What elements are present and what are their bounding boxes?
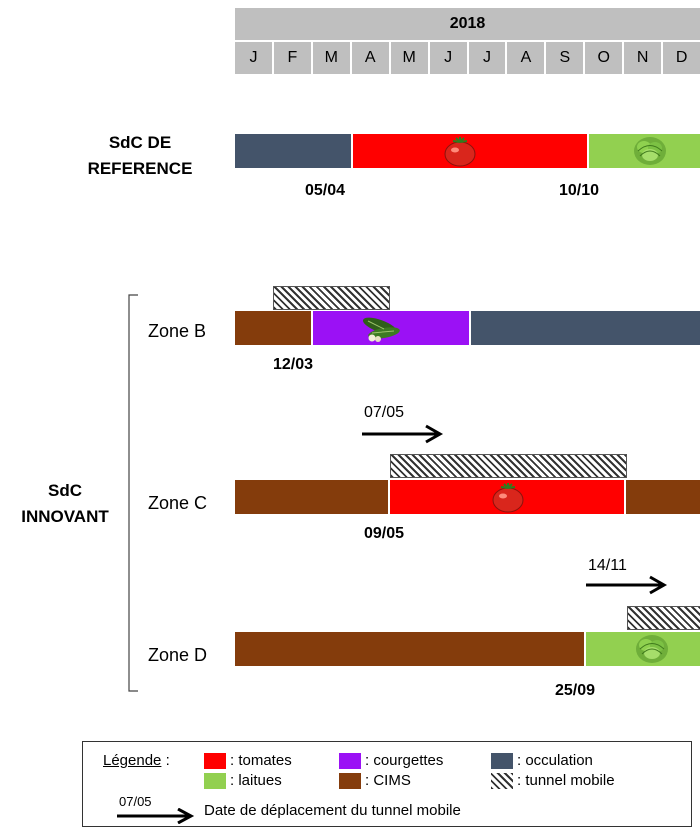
move-arrow-icon [362,424,444,444]
cims-segment [235,480,390,514]
tomato-icon [492,483,524,513]
legend-title-colon: : [161,752,170,769]
swatch-courgettes [339,753,361,769]
legend-title-text: Légende [103,752,162,769]
month-cell: A [507,42,547,74]
month-cell: J [429,42,469,74]
tunnel-zone-c [390,454,627,478]
swatch-tunnel [491,773,513,789]
reference-date-1: 05/04 [305,182,346,199]
zone-b-date: 12/03 [273,356,314,373]
lettuce-icon [636,635,668,663]
month-cell: A [351,42,391,74]
zone-c-label: Zone C [148,493,208,513]
legend-label-tomates: : tomates [230,752,292,769]
tunnel-zone-b [273,286,390,310]
zucchini-icon [362,317,400,342]
innovant-label: SdC INNOVANT [0,478,130,530]
reference-label: SdC DE REFERENCE [70,130,210,182]
month-cell: S [546,42,586,74]
reference-label-line2: REFERENCE [87,159,193,178]
tomato-icon [444,137,476,167]
cims-segment [626,480,700,514]
swatch-cims [339,773,361,789]
month-cell: J [468,42,508,74]
months-row: J F M A M J J A S O N D [235,42,700,74]
legend-label-laitues: : laitues [230,772,282,789]
legend-label-tunnel: : tunnel mobile [517,772,615,789]
cims-segment [235,311,313,345]
occulation-segment [235,134,353,168]
zone-d-date: 25/09 [555,682,596,699]
lettuce-icon [634,137,666,165]
innovant-bracket [128,294,138,692]
legend-label-occulation: : occulation [517,752,593,769]
cims-segment [235,632,586,666]
zone-d-label: Zone D [148,645,208,665]
zone-c-date: 09/05 [364,525,405,542]
swatch-tomates [204,753,226,769]
zone-d-arrow-date: 14/11 [588,557,627,574]
innovant-label-line2: INNOVANT [21,507,109,526]
zone-b-label: Zone B [148,321,207,341]
reference-label-line1: SdC DE [108,133,172,152]
occulation-segment [471,311,700,345]
legend-box: Légende : : tomates : laitues : courgett… [82,741,692,827]
swatch-laitues [204,773,226,789]
swatch-occulation [491,753,513,769]
legend-arrow-date: 07/05 [119,794,152,809]
month-cell: D [663,42,700,74]
legend-label-cims: : CIMS [365,772,411,789]
year-header: 2018 [235,8,700,40]
month-cell: M [312,42,352,74]
legend-title: Légende : [103,752,170,769]
month-cell: O [585,42,625,74]
month-cell: M [390,42,430,74]
year-label: 2018 [449,15,486,32]
legend-arrow-description: Date de déplacement du tunnel mobile [204,802,461,819]
month-cell: N [624,42,664,74]
zone-c-arrow-date: 07/05 [364,404,405,421]
legend-label-courgettes: : courgettes [365,752,444,769]
month-cell: J [235,42,274,74]
innovant-label-line1: SdC [48,481,82,500]
move-arrow-icon [586,575,668,595]
legend-arrow-icon [117,808,195,824]
month-cell: F [273,42,313,74]
tunnel-zone-d [627,606,700,630]
reference-date-2: 10/10 [559,182,600,199]
